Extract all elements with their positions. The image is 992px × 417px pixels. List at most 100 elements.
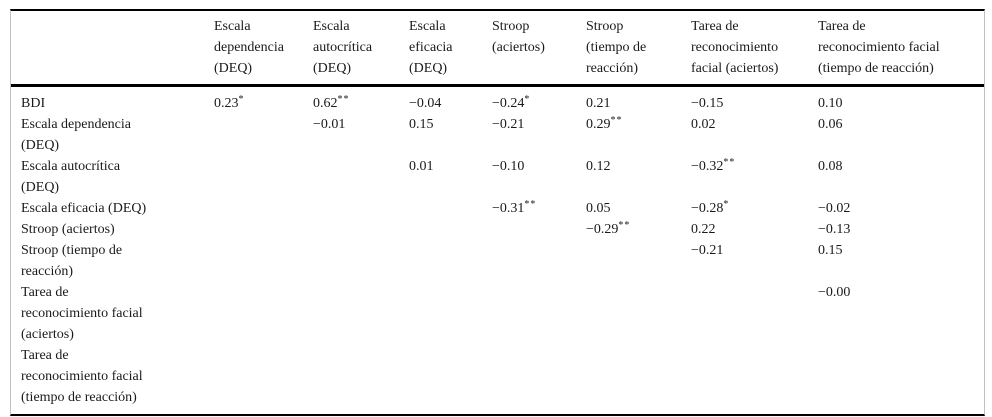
correlation-cell [313, 345, 409, 414]
correlation-cell [691, 282, 818, 345]
correlation-cell [313, 198, 409, 219]
table-body: BDI 0.23* 0.62** −0.04 −0.24* 0.21 −0.15… [11, 86, 984, 415]
correlation-cell: 0.02 [691, 114, 818, 156]
correlation-cell [214, 219, 313, 240]
correlation-cell [492, 282, 586, 345]
correlation-value: 0.29 [586, 117, 611, 132]
significance-marker: ** [524, 199, 537, 210]
correlation-value: 0.22 [691, 222, 716, 237]
correlation-value: −0.28 [691, 201, 724, 216]
correlation-value: −0.32 [691, 159, 724, 174]
correlation-value: −0.29 [586, 222, 619, 237]
correlation-cell: 0.21 [586, 86, 691, 115]
table-row: Tarea de reconocimiento facial (aciertos… [11, 282, 984, 345]
column-header-reconocimiento-tiempo: Tarea de reconocimiento facial (tiempo d… [818, 11, 984, 87]
correlation-cell [409, 282, 492, 345]
correlation-cell: −0.01 [313, 114, 409, 156]
correlation-cell: 0.22 [691, 219, 818, 240]
correlation-cell: 0.15 [818, 240, 984, 282]
table-row: Escala autocrítica (DEQ) 0.01 −0.10 0.12… [11, 156, 984, 198]
correlation-cell [214, 156, 313, 198]
correlation-cell: −0.29** [586, 219, 691, 240]
table-row: BDI 0.23* 0.62** −0.04 −0.24* 0.21 −0.15… [11, 86, 984, 115]
correlation-value: −0.04 [409, 96, 442, 111]
correlation-value: −0.01 [313, 117, 346, 132]
corner-cell [11, 11, 214, 87]
significance-marker: * [723, 199, 730, 210]
correlation-cell [313, 240, 409, 282]
column-header-escala-dependencia: Escala dependencia (DEQ) [214, 11, 313, 87]
correlation-cell: −0.04 [409, 86, 492, 115]
correlation-cell: 0.62** [313, 86, 409, 115]
column-header-stroop-tiempo: Stroop (tiempo de reacción) [586, 11, 691, 87]
correlation-cell: 0.06 [818, 114, 984, 156]
correlation-value: 0.01 [409, 159, 434, 174]
correlation-cell: −0.21 [691, 240, 818, 282]
correlation-cell [409, 219, 492, 240]
column-header-escala-eficacia: Escala eficacia (DEQ) [409, 11, 492, 87]
correlation-cell: −0.31** [492, 198, 586, 219]
row-label-escala-dependencia: Escala dependencia (DEQ) [21, 117, 131, 153]
correlation-table: Escala dependencia (DEQ) Escala autocrít… [11, 11, 984, 414]
row-label-reconocimiento-tiempo: Tarea de reconocimiento facial (tiempo d… [21, 348, 143, 405]
column-header-escala-autocritica: Escala autocrítica (DEQ) [313, 11, 409, 87]
table-header: Escala dependencia (DEQ) Escala autocrít… [11, 11, 984, 87]
correlation-cell [586, 282, 691, 345]
row-label-reconocimiento-aciertos: Tarea de reconocimiento facial (aciertos… [21, 285, 143, 342]
correlation-cell [214, 240, 313, 282]
correlation-value: 0.05 [586, 201, 611, 216]
correlation-cell [818, 345, 984, 414]
correlation-value: 0.12 [586, 159, 611, 174]
correlation-value: −0.21 [691, 243, 724, 258]
correlation-cell [409, 198, 492, 219]
significance-marker: * [524, 94, 531, 105]
correlation-cell [586, 240, 691, 282]
correlation-cell: −0.24* [492, 86, 586, 115]
correlation-cell [214, 345, 313, 414]
correlation-value: −0.15 [691, 96, 724, 111]
row-label-escala-eficacia: Escala eficacia (DEQ) [21, 201, 147, 216]
table-row: Escala dependencia (DEQ) −0.01 0.15 −0.2… [11, 114, 984, 156]
row-label-stroop-aciertos: Stroop (aciertos) [21, 222, 115, 237]
correlation-cell [492, 219, 586, 240]
header-row: Escala dependencia (DEQ) Escala autocrít… [11, 11, 984, 87]
row-label-escala-autocritica: Escala autocrítica (DEQ) [21, 159, 121, 195]
correlation-cell: −0.28* [691, 198, 818, 219]
correlation-cell [313, 282, 409, 345]
correlation-cell: −0.00 [818, 282, 984, 345]
correlation-value: −0.21 [492, 117, 525, 132]
correlation-value: −0.10 [492, 159, 525, 174]
row-label-bdi: BDI [21, 96, 46, 111]
correlation-cell: 0.08 [818, 156, 984, 198]
correlation-value: 0.21 [586, 96, 611, 111]
significance-marker: ** [723, 157, 736, 168]
correlation-value: 0.06 [818, 117, 843, 132]
correlation-cell [313, 219, 409, 240]
correlation-value: 0.15 [409, 117, 434, 132]
correlation-cell: 0.01 [409, 156, 492, 198]
correlation-value: −0.13 [818, 222, 851, 237]
table-row: Stroop (aciertos) −0.29** 0.22 −0.13 [11, 219, 984, 240]
correlation-cell: 0.23* [214, 86, 313, 115]
correlation-cell: 0.12 [586, 156, 691, 198]
column-header-stroop-aciertos: Stroop (aciertos) [492, 11, 586, 87]
correlation-value: −0.31 [492, 201, 525, 216]
correlation-value: 0.08 [818, 159, 843, 174]
row-label-stroop-tiempo: Stroop (tiempo de reacción) [21, 243, 123, 279]
correlation-cell: −0.21 [492, 114, 586, 156]
correlation-value: 0.02 [691, 117, 716, 132]
table-row: Escala eficacia (DEQ) −0.31** 0.05 −0.28… [11, 198, 984, 219]
correlation-cell: −0.13 [818, 219, 984, 240]
correlation-cell: 0.15 [409, 114, 492, 156]
correlation-value: −0.24 [492, 96, 525, 111]
correlation-value: −0.02 [818, 201, 851, 216]
correlation-cell [691, 345, 818, 414]
correlation-cell: 0.05 [586, 198, 691, 219]
correlation-value: 0.23 [214, 96, 239, 111]
correlation-value: 0.10 [818, 96, 843, 111]
correlation-cell [313, 156, 409, 198]
column-header-reconocimiento-aciertos: Tarea de reconocimiento facial (aciertos… [691, 11, 818, 87]
correlation-cell [492, 240, 586, 282]
correlation-cell: −0.32** [691, 156, 818, 198]
correlation-value: 0.15 [818, 243, 843, 258]
